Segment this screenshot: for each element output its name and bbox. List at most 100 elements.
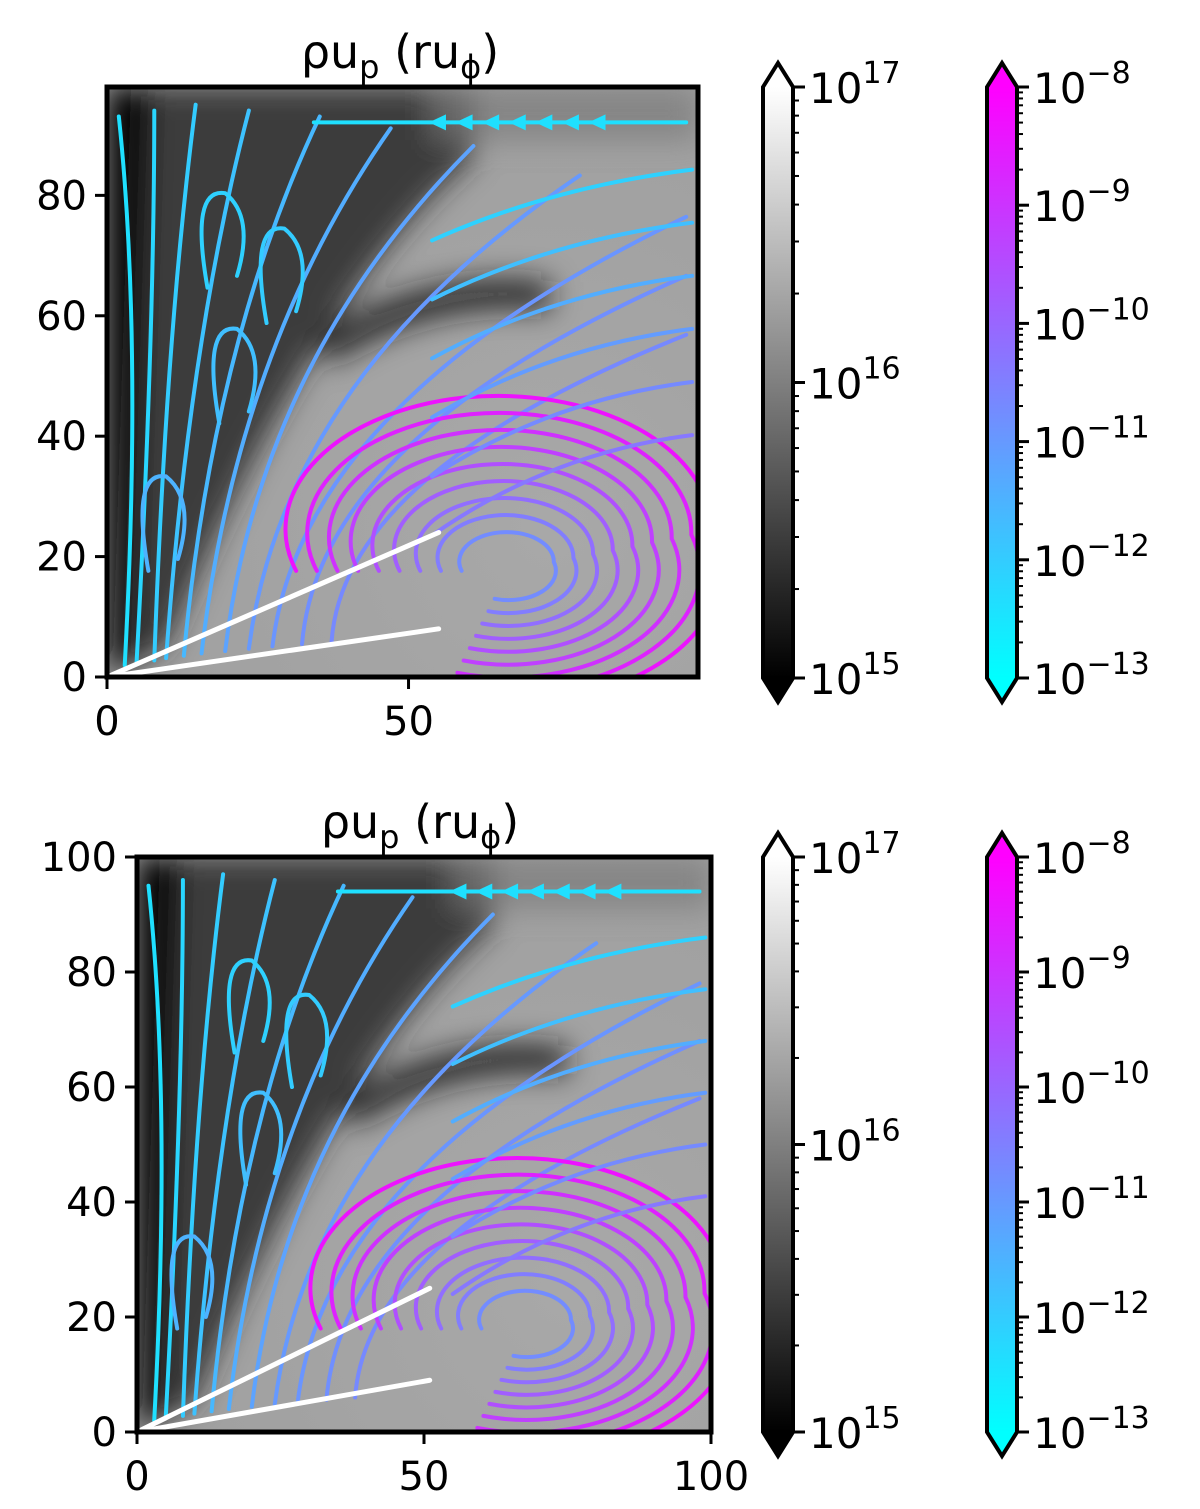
y-tick-label: 100 [41,835,117,881]
flux-colorbar: 10−8 10−9 10−10 10−11 10−12 10−13 [985,826,1150,1460]
y-tick-label: 60 [36,294,87,340]
x-tick-label: 50 [399,1454,450,1500]
axes-frame [104,84,701,680]
colorbar-tick-label: 10−10 [1033,1056,1150,1113]
panel-title: ρup (ruϕ) [301,25,499,86]
streamline-arrow [449,883,467,900]
streamline-loop [392,1222,655,1410]
streamline [450,935,708,1009]
streamline-loop [140,474,187,573]
y-tick-label: 20 [66,1295,117,1341]
colorbar-tick-label: 10−10 [1033,292,1150,349]
streamline [163,878,185,1421]
colorbar-tick-label: 1015 [809,647,901,704]
streamline-arrow [535,114,553,131]
y-tick-label: 0 [62,655,87,701]
flux-colorbar: 10−8 10−9 10−10 10−11 10−12 10−13 [985,56,1150,706]
streamline-loop [477,1288,575,1360]
streamline-arrow [526,883,544,900]
x-tick-label: 50 [383,699,434,745]
streamline [450,1194,708,1296]
streamline [430,273,695,361]
streamline-arrow [501,883,519,900]
colorbar-tick-label: 1017 [809,56,901,113]
streamline [223,144,476,654]
streamline-loop [456,1272,595,1372]
colorbar-tick-label: 10−13 [1033,647,1150,704]
streamline-arrow [508,114,526,131]
y-tick-label: 60 [66,1065,117,1111]
y-tick-label: 20 [36,535,87,581]
streamline-loop [199,190,246,290]
colorbar-tick-label: 10−12 [1033,529,1150,586]
streamline-loop [283,393,698,677]
streamline [272,941,599,1407]
streamline [180,872,226,1418]
panel-1: ρup (ruϕ)0 5002040608010171016101510−810−… [36,25,1150,745]
streamline-loop [284,992,330,1089]
streamline-loop [413,496,599,628]
y-tick-label: 0 [92,1410,117,1456]
streamline [450,1039,708,1124]
streamline-arrow [552,883,570,900]
streamline [226,895,415,1411]
streamline-loop [258,226,305,325]
colorbar-tick-label: 10−11 [1033,1171,1150,1228]
density-colorbar: 1017 1016 1015 [761,826,901,1460]
streamline [164,108,251,661]
colorbar-tick-label: 10−9 [1033,941,1131,998]
colorbar-tick-label: 10−8 [1033,826,1131,883]
streamline-arrow [561,114,579,131]
streamline-arrow [604,883,622,900]
disk-surface-line-2 [134,1377,433,1435]
streamline-loop [169,1234,215,1331]
streamline [430,326,695,420]
y-tick-label: 80 [66,950,117,996]
streamline-loop [392,479,620,641]
streamline-arrow [455,114,473,131]
streamline [209,883,346,1414]
streamline-loop [434,1255,615,1385]
streamlines [116,102,698,677]
streamline-loop [457,530,558,603]
colorbar-tick-label: 1016 [809,1114,901,1171]
streamline-loop [370,461,641,654]
colorbar-tick-label: 10−12 [1033,1286,1150,1343]
streamline-loop [348,444,661,667]
panel-title: ρup (ruϕ) [321,795,519,856]
colorbar-tick-label: 1015 [809,1401,901,1458]
density-field [137,857,711,1432]
streamline [116,114,135,668]
density-colorbar: 1017 1016 1015 [761,56,901,706]
y-tick-label: 80 [36,173,87,219]
streamline [450,1142,708,1239]
streamline-arrow [482,114,500,131]
disk-surface-line-1 [134,1285,433,1435]
streamline-arrow [428,114,446,131]
streamline [450,1090,708,1181]
streamline [430,380,695,479]
colorbar-tick-label: 10−9 [1033,174,1131,231]
streamline [430,167,695,243]
streamline-loop [211,326,258,426]
streamline [192,878,277,1416]
streamline [152,102,198,663]
streamline-loop [308,1156,711,1432]
streamline-loop [413,1239,635,1397]
streamline [246,173,582,651]
colorbar-tick-label: 1017 [809,826,901,883]
streamline-loop [371,1205,675,1422]
y-tick-label: 40 [36,414,87,460]
streamline [181,114,322,658]
streamlines [146,872,711,1432]
colorbar-tick-label: 10−13 [1033,1401,1150,1458]
streamline [134,108,157,665]
streamline-arrow [578,883,596,900]
streamline-loop [329,1172,711,1432]
streamline-arrow [475,883,493,900]
density-field [107,87,698,677]
streamline-loop [435,513,579,616]
colorbar-tick-label: 10−8 [1033,56,1131,113]
